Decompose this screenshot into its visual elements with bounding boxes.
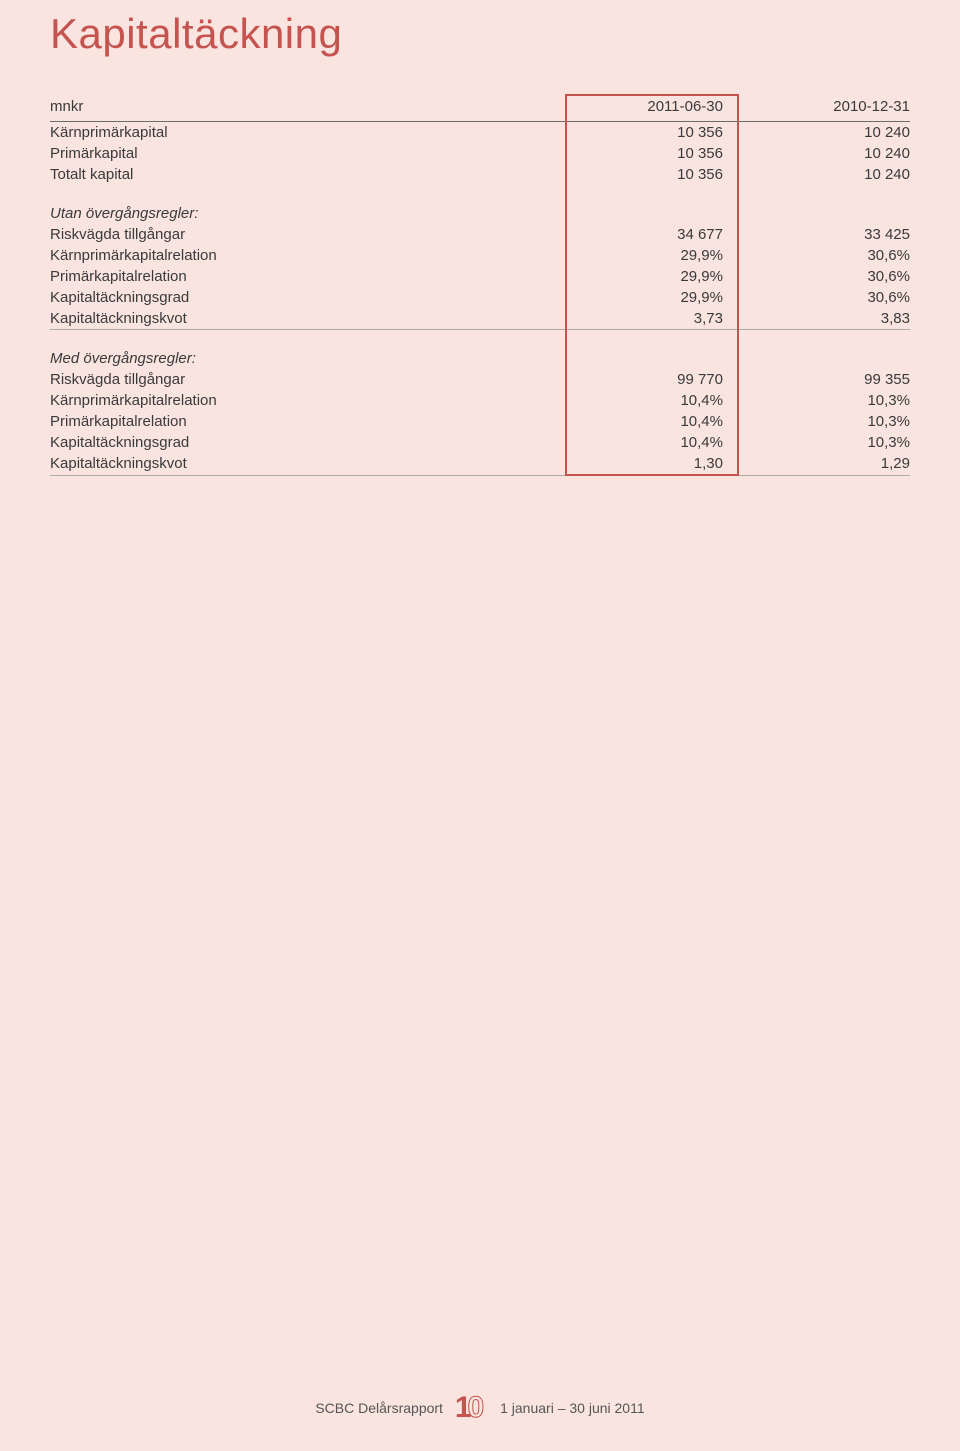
table-row: Primärkapital10 35610 240	[50, 143, 910, 164]
section-heading-row: Utan övergångsregler:	[50, 203, 910, 224]
table-row: Kapitaltäckningsgrad29,9%30,6%	[50, 287, 910, 308]
section-heading: Med övergångsregler:	[50, 348, 566, 369]
table-row: Riskvägda tillgångar34 67733 425	[50, 224, 910, 245]
table-row: Kapitaltäckningsgrad10,4%10,3%	[50, 432, 910, 453]
table-header-row: mnkr 2011-06-30 2010-12-31	[50, 95, 910, 122]
footer-right: 1 januari – 30 juni 2011	[500, 1400, 645, 1416]
capital-table: mnkr 2011-06-30 2010-12-31 Kärnprimärkap…	[50, 94, 910, 476]
table-row: Kärnprimärkapitalrelation10,4%10,3%	[50, 390, 910, 411]
page-footer: SCBC Delårsrapport 10 1 januari – 30 jun…	[0, 1391, 960, 1425]
table-row: Kärnprimärkapital10 35610 240	[50, 122, 910, 143]
page-title: Kapitaltäckning	[50, 10, 910, 58]
table-row: Primärkapitalrelation29,9%30,6%	[50, 266, 910, 287]
table-row: Kärnprimärkapitalrelation29,9%30,6%	[50, 245, 910, 266]
table-row: Kapitaltäckningskvot3,733,83	[50, 308, 910, 330]
table-row: Totalt kapital10 35610 240	[50, 164, 910, 185]
col-a-header: 2011-06-30	[566, 95, 738, 122]
table-row: Primärkapitalrelation10,4%10,3%	[50, 411, 910, 432]
table-row: Kapitaltäckningskvot1,301,29	[50, 453, 910, 475]
footer-left: SCBC Delårsrapport	[315, 1400, 443, 1416]
col-b-header: 2010-12-31	[738, 95, 910, 122]
table-row: Riskvägda tillgångar99 77099 355	[50, 369, 910, 390]
section-heading: Utan övergångsregler:	[50, 203, 566, 224]
page-number: 10	[455, 1391, 488, 1425]
section-heading-row: Med övergångsregler:	[50, 348, 910, 369]
unit-label: mnkr	[50, 95, 566, 122]
